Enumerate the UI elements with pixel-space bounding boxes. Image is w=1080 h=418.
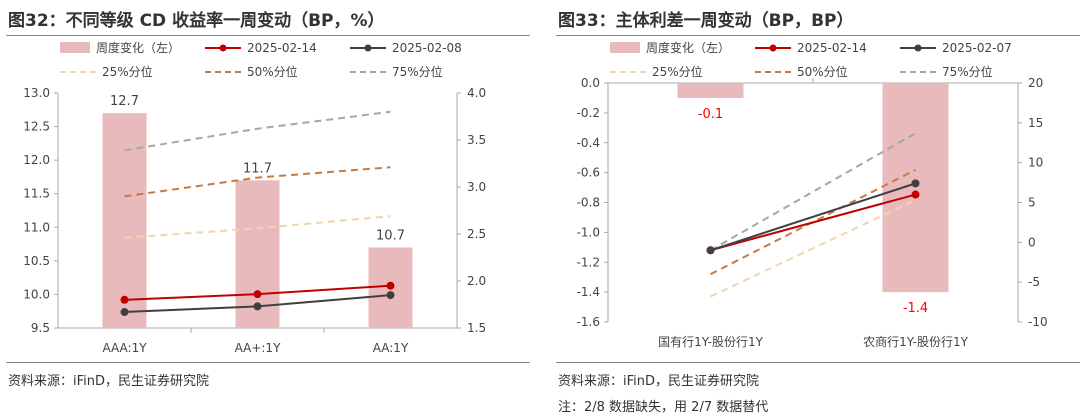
right-tick-label: 5 [1028,196,1036,210]
legend-swatch [610,42,640,53]
series-point [911,190,920,199]
series-line [124,110,391,152]
divider [6,362,530,363]
chart-panel-32: 图32：不同等级 CD 收益率一周变动（BP，%） 周度变化（左） 2025-02… [0,0,530,418]
chart-panel-33: 图33：主体利差一周变动（BP，BP） 周度变化（左） 2025-02-14 202… [550,0,1080,418]
left-tick-label: -1.0 [577,225,600,239]
left-tick-label: -1.2 [577,255,600,269]
left-tick-label: 10.0 [23,287,50,301]
left-tick-label: 0.0 [581,76,600,90]
right-tick-label: 20 [1028,76,1043,90]
legend-marker [914,44,922,52]
bar [677,83,744,98]
legend-label: 75%分位 [392,64,443,79]
bar [102,113,147,329]
left-tick-label: -0.8 [577,196,600,210]
bar-data-label: -0.1 [698,107,723,122]
chart-title: 图33：主体利差一周变动（BP，BP） [558,11,854,31]
series-point [253,302,262,311]
category-label: 农商行1Y-股份行1Y [863,334,969,349]
right-tick-label: -10 [1028,315,1048,329]
legend-label: 50%分位 [797,64,848,79]
category-label: AAA:1Y [102,341,147,355]
legend-label: 2025-02-07 [942,41,1012,55]
bar-data-label: 12.7 [110,94,139,109]
legend-label: 2025-02-14 [797,41,867,55]
chart-32: 周度变化（左） 2025-02-14 2025-02-08 25%分位 50%分位 75%… [23,40,486,355]
series-line [710,132,916,252]
left-tick-label: 12.0 [23,153,50,167]
right-tick-label: 1.5 [467,321,486,335]
series-line [710,168,916,276]
left-tick-label: -0.6 [577,166,600,180]
category-label: 国有行1Y-股份行1Y [658,335,764,349]
left-tick-label: -0.4 [577,136,600,150]
legend-marker [219,44,227,52]
legend-label: 25%分位 [102,64,153,79]
left-tick-label: 11.0 [23,220,50,234]
series-point [120,295,129,304]
divider [556,362,1080,363]
note-text: 注：2/8 数据缺失，用 2/7 数据替代 [558,400,769,415]
legend-marker [769,44,777,52]
legend-swatch [60,42,90,53]
series-line [124,215,391,239]
divider [6,35,530,36]
series-point [386,291,395,300]
left-tick-label: 9.5 [31,321,50,335]
right-tick-label: -5 [1028,275,1040,289]
legend-label: 50%分位 [247,64,298,79]
right-tick-label: 2.5 [467,227,486,241]
divider [556,35,1080,36]
series-point [911,179,920,188]
right-tick-label: 3.5 [467,133,486,147]
right-tick-label: 3.0 [467,180,486,194]
legend-label: 周度变化（左） [646,40,730,55]
bar-data-label: 11.7 [243,161,272,176]
right-tick-label: 0 [1028,235,1036,249]
left-tick-label: -0.2 [577,106,600,120]
chart-title: 图32：不同等级 CD 收益率一周变动（BP，%） [8,11,385,31]
legend-label: 25%分位 [652,64,703,79]
left-tick-label: -1.4 [577,285,600,299]
left-tick-label: 13.0 [23,86,50,100]
series-line [124,166,391,198]
right-tick-label: 15 [1028,116,1043,130]
left-tick-label: 12.5 [23,120,50,134]
category-label: AA:1Y [373,341,409,355]
legend-label: 75%分位 [942,64,993,79]
series-line [710,199,916,298]
series-point [120,308,129,317]
legend-marker [364,44,372,52]
left-tick-label: 11.5 [23,187,50,201]
source-text: 资料来源：iFinD，民生证券研究院 [8,374,210,389]
source-text: 资料来源：iFinD，民生证券研究院 [558,374,760,389]
legend-label: 2025-02-08 [392,41,462,55]
left-tick-label: 10.5 [23,254,50,268]
bar-data-label: 10.7 [376,228,405,243]
series-point [386,281,395,290]
series-line [710,193,916,252]
category-label: AA+:1Y [235,341,281,355]
series-line [710,182,916,252]
right-tick-label: 4.0 [467,86,486,100]
right-tick-label: 2.0 [467,274,486,288]
series-point [706,246,715,255]
chart-33: 周度变化（左） 2025-02-14 2025-02-07 25%分位 50%分位 75%… [577,40,1048,349]
bar [882,83,949,293]
series-point [253,290,262,299]
legend-label: 2025-02-14 [247,41,317,55]
right-tick-label: 10 [1028,156,1043,170]
bar-data-label: -1.4 [903,301,928,316]
left-tick-label: -1.6 [577,315,600,329]
legend-label: 周度变化（左） [96,40,180,55]
